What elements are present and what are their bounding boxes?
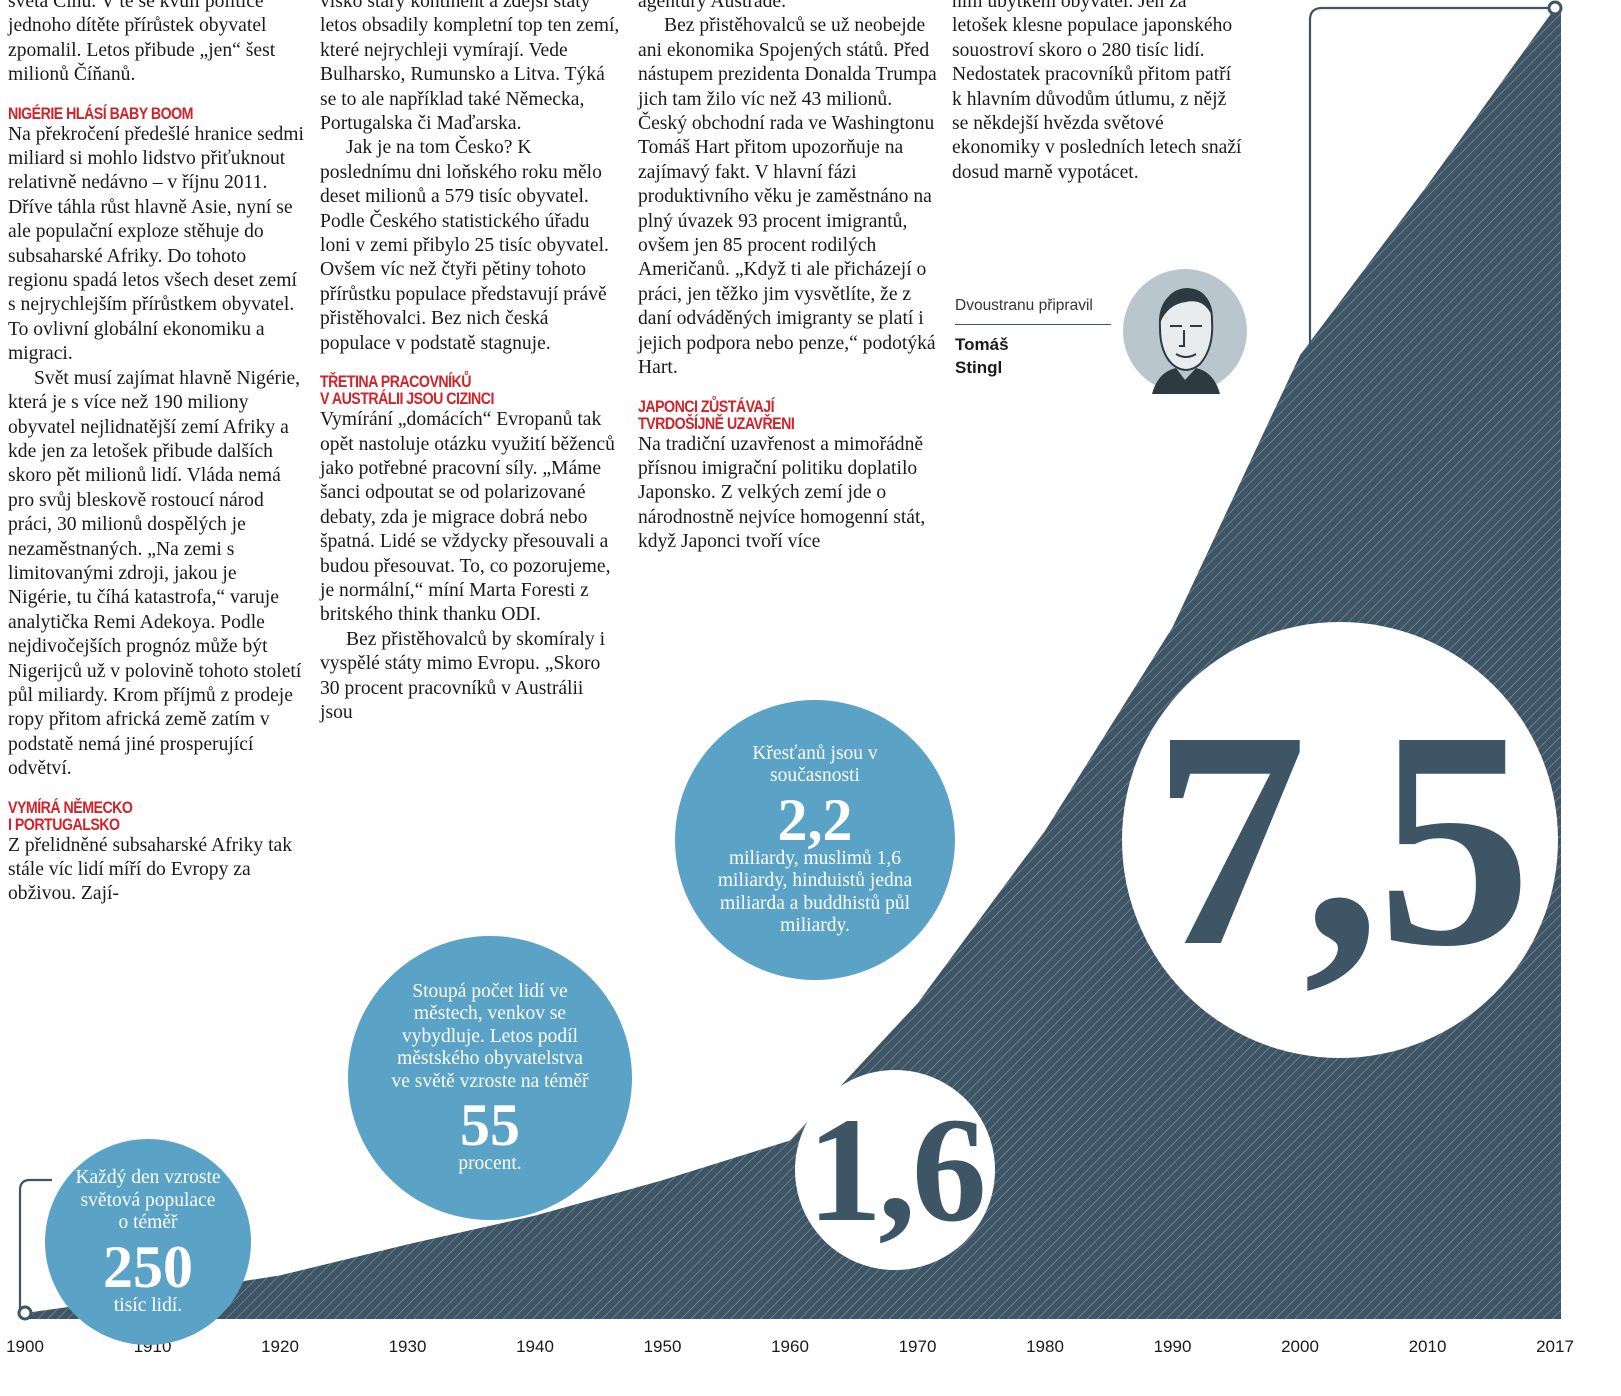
- section-heading: JAPONCI ZŮSTÁVAJÍ TVRDOŠÍJNĚ UZAVŘENI: [638, 397, 938, 433]
- paragraph: ním úbytkem obyvatel. Jen za letošek kle…: [952, 0, 1242, 183]
- paragraph: Svět musí zajímat hlavně Nigérie, která …: [8, 367, 302, 780]
- paragraph: Na překročení předešlé hranice sedmi mil…: [8, 123, 304, 365]
- heading-line: TŘETINA PRACOVNÍKŮ: [320, 373, 472, 392]
- bubble-number: 55: [460, 1092, 520, 1158]
- paragraph: Bez přistěhovalců by skomíraly i vyspělé…: [320, 628, 606, 723]
- x-tick-label: 1920: [261, 1337, 299, 1356]
- heading-line: NIGÉRIE HLÁSÍ BABY BOOM: [8, 104, 193, 123]
- author-photo: [1123, 269, 1247, 394]
- x-tick-label: 2010: [1409, 1337, 1447, 1356]
- heading-line: JAPONCI ZŮSTÁVAJÍ: [638, 397, 775, 416]
- connector: [18, 1178, 52, 1313]
- big-number: 7,5: [1122, 622, 1558, 1058]
- paragraph: Vymírání „domácích“ Evropanů tak opět na…: [320, 409, 615, 626]
- bubble-text: Stoupá počet lidí ve městech, venkov se …: [391, 980, 589, 1092]
- heading-line: VYMÍRÁ NĚMECKO: [8, 798, 133, 817]
- x-tick-label: 2017: [1536, 1337, 1574, 1356]
- bubble-number: 250: [103, 1233, 193, 1300]
- paragraph: světa Čínu. V té se kvůli politice jedno…: [8, 0, 276, 86]
- big-number: 1,6: [795, 1070, 995, 1270]
- bubble-number: 2,2: [777, 786, 853, 853]
- byline-rule: [955, 324, 1111, 325]
- paragraph: Z přelidněné subsaharské Afriky tak stál…: [8, 834, 293, 905]
- text-column: agentury Austrade. Bez přistěhovalců se u…: [638, 0, 938, 555]
- x-tick-label: 1990: [1154, 1337, 1192, 1356]
- paragraph: agentury Austrade.: [638, 0, 786, 12]
- x-tick-label: 1940: [516, 1337, 554, 1356]
- x-tick-label: 1980: [1026, 1337, 1064, 1356]
- x-tick-label: 1900: [6, 1337, 44, 1356]
- paragraph: Jak je na tom Česko? K poslednímu dni lo…: [320, 137, 609, 354]
- heading-line: V AUSTRÁLII JSOU CIZINCI: [320, 390, 494, 409]
- paragraph: Na tradiční uzavřenost a mimořádně přísn…: [638, 433, 926, 553]
- paragraph: visko starý kontinent a zdejší státy let…: [320, 0, 620, 135]
- end-dot: [17, 1305, 33, 1321]
- text-column: visko starý kontinent a zdejší státy let…: [320, 0, 620, 725]
- x-tick-label: 1930: [389, 1337, 427, 1356]
- text-column: světa Čínu. V té se kvůli politice jedno…: [8, 0, 304, 907]
- x-tick-label: 1960: [771, 1337, 809, 1356]
- section-heading: VYMÍRÁ NĚMECKO I PORTUGALSKO: [8, 798, 304, 834]
- info-bubble: Stoupá počet lidí ve městech, venkov se …: [348, 936, 632, 1220]
- section-heading: TŘETINA PRACOVNÍKŮ V AUSTRÁLII JSOU CIZIN…: [320, 374, 620, 408]
- bubble-text: Křesťanů jsou v současnosti: [752, 742, 878, 787]
- bubble-text: tisíc lidí.: [113, 1294, 183, 1316]
- bubble-text: Každý den vzroste světová populace o tém…: [75, 1167, 221, 1233]
- x-tick-label: 2000: [1281, 1337, 1319, 1356]
- heading-line: I PORTUGALSKO: [8, 815, 120, 834]
- x-tick-label: 1970: [899, 1337, 937, 1356]
- info-bubble: Křesťanů jsou v současnosti 2,2 miliardy, …: [675, 700, 955, 980]
- text-column: ním úbytkem obyvatel. Jen za letošek kle…: [952, 0, 1244, 185]
- info-bubble: Každý den vzroste světová populace o tém…: [45, 1139, 251, 1345]
- bubble-text: miliardy, muslimů 1,6 miliardy, hinduist…: [717, 847, 913, 937]
- byline-name: Tomáš Stingl: [955, 335, 1009, 377]
- byline-label: Dvoustranu připravil: [955, 297, 1093, 314]
- bubble-text: procent.: [458, 1153, 522, 1174]
- connector: [1308, 6, 1562, 352]
- heading-line: TVRDOŠÍJNĚ UZAVŘENI: [638, 414, 795, 433]
- section-heading: NIGÉRIE HLÁSÍ BABY BOOM: [8, 104, 304, 123]
- x-tick-label: 1950: [644, 1337, 682, 1356]
- end-dot: [1547, 0, 1563, 16]
- paragraph: Bez přistěhovalců se už neobejde ani eko…: [638, 15, 937, 379]
